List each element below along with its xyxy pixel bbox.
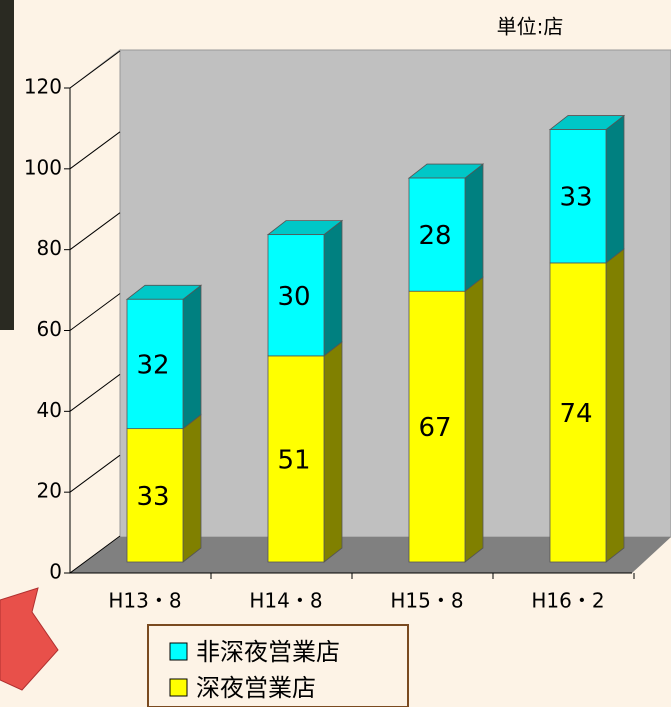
y-tick-label: 120 <box>24 75 62 99</box>
x-tick-label: H14・8 <box>249 589 322 613</box>
data-label: 67 <box>418 413 451 443</box>
data-label: 33 <box>136 482 169 512</box>
bar-side <box>183 415 201 562</box>
data-label: 30 <box>277 282 310 312</box>
bar-side <box>324 342 342 562</box>
legend-label: 深夜営業店 <box>196 674 316 702</box>
y-tick-label: 20 <box>37 479 62 503</box>
y-tick-label: 60 <box>37 317 62 341</box>
data-label: 74 <box>559 399 592 429</box>
bar-side <box>465 277 483 562</box>
y-tick-label: 100 <box>24 155 62 179</box>
bar-side <box>324 221 342 356</box>
page: 単位:店 0 20 40 60 80 100 120 H13・8 33 32 H14・8 51 30 H1… <box>0 0 671 707</box>
x-tick-label: H15・8 <box>390 589 463 613</box>
bar-side <box>606 116 624 263</box>
y-tick-label: 80 <box>37 236 62 260</box>
y-tick-label: 0 <box>49 560 62 584</box>
bar-side <box>465 164 483 291</box>
legend-swatch <box>170 643 187 660</box>
chart: 単位:店 0 20 40 60 80 100 120 H13・8 33 32 H14・8 51 30 H1… <box>0 0 671 707</box>
legend-label: 非深夜営業店 <box>196 638 340 666</box>
x-tick-label: H13・8 <box>108 589 181 613</box>
data-label: 33 <box>559 183 592 213</box>
unit-label: 単位:店 <box>497 15 564 39</box>
data-label: 28 <box>418 221 451 251</box>
x-tick-label: H16・2 <box>531 589 604 613</box>
bar-side <box>183 285 201 428</box>
y-tick-label: 40 <box>37 398 62 422</box>
side-photo <box>0 0 14 330</box>
data-label: 32 <box>136 350 169 380</box>
bar-side <box>606 249 624 562</box>
legend-swatch <box>170 679 187 696</box>
data-label: 51 <box>277 445 310 475</box>
